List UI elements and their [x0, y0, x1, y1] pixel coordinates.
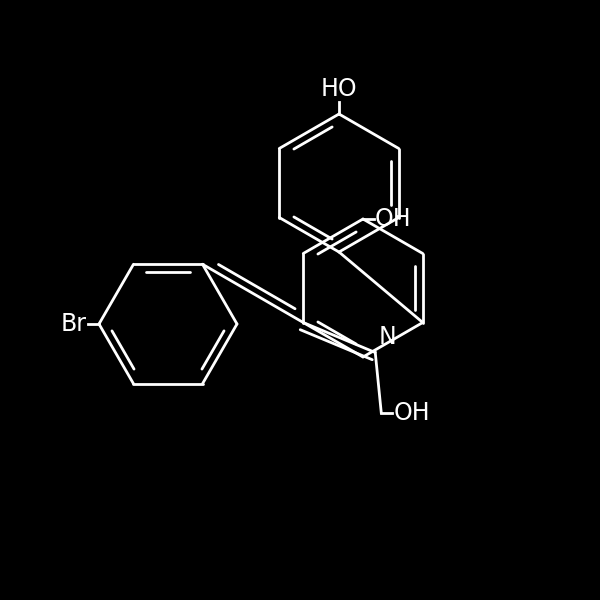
- Text: HO: HO: [320, 77, 358, 101]
- Text: OH: OH: [393, 401, 430, 425]
- Text: OH: OH: [375, 207, 412, 231]
- Text: Br: Br: [61, 312, 87, 336]
- Text: N: N: [378, 325, 396, 349]
